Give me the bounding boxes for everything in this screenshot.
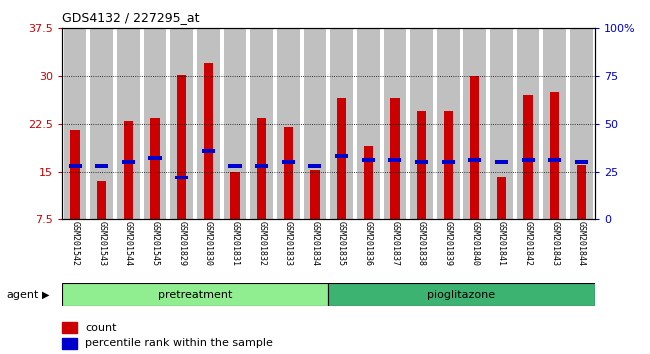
- Bar: [330, 28, 353, 219]
- Bar: [281, 160, 295, 164]
- Bar: [283, 127, 293, 219]
- Text: pretreatment: pretreatment: [158, 290, 232, 300]
- Text: GSM201832: GSM201832: [257, 221, 266, 266]
- Bar: [437, 28, 460, 219]
- Bar: [177, 75, 187, 219]
- Text: GSM201545: GSM201545: [151, 221, 159, 266]
- Bar: [203, 63, 213, 219]
- Bar: [417, 111, 426, 219]
- Bar: [122, 160, 135, 164]
- Bar: [304, 28, 326, 219]
- Bar: [357, 28, 380, 219]
- Bar: [117, 28, 140, 219]
- Bar: [337, 98, 346, 219]
- Bar: [328, 283, 595, 306]
- Bar: [144, 28, 166, 219]
- Bar: [310, 170, 320, 219]
- Text: count: count: [85, 322, 116, 332]
- Bar: [441, 160, 455, 164]
- Bar: [490, 28, 513, 219]
- Text: GSM201834: GSM201834: [311, 221, 319, 266]
- Bar: [468, 158, 482, 162]
- Bar: [228, 164, 242, 168]
- Bar: [575, 160, 588, 164]
- Text: pioglitazone: pioglitazone: [428, 290, 495, 300]
- Bar: [388, 158, 402, 162]
- Bar: [577, 165, 586, 219]
- Text: GSM201829: GSM201829: [177, 221, 186, 266]
- Bar: [70, 130, 80, 219]
- Text: GSM201839: GSM201839: [444, 221, 452, 266]
- Bar: [521, 158, 535, 162]
- Text: GSM201831: GSM201831: [231, 221, 239, 266]
- Text: GSM201544: GSM201544: [124, 221, 133, 266]
- Text: GSM201843: GSM201843: [551, 221, 559, 266]
- Bar: [523, 95, 533, 219]
- Text: GSM201841: GSM201841: [497, 221, 506, 266]
- Bar: [224, 28, 246, 219]
- Bar: [495, 160, 508, 164]
- Text: agent: agent: [6, 290, 39, 300]
- Bar: [230, 172, 240, 219]
- Bar: [62, 283, 328, 306]
- Bar: [517, 28, 540, 219]
- Bar: [257, 118, 266, 219]
- Bar: [470, 76, 480, 219]
- Text: GSM201844: GSM201844: [577, 221, 586, 266]
- Bar: [175, 176, 188, 179]
- Bar: [410, 28, 433, 219]
- Bar: [255, 164, 268, 168]
- Text: ▶: ▶: [42, 290, 50, 300]
- Bar: [64, 28, 86, 219]
- Text: GSM201830: GSM201830: [204, 221, 213, 266]
- Bar: [277, 28, 300, 219]
- Bar: [543, 28, 566, 219]
- Bar: [363, 146, 373, 219]
- Text: GSM201840: GSM201840: [471, 221, 479, 266]
- Bar: [384, 28, 406, 219]
- Bar: [415, 160, 428, 164]
- Bar: [95, 164, 109, 168]
- Bar: [90, 28, 113, 219]
- Bar: [150, 118, 160, 219]
- Bar: [335, 154, 348, 158]
- Text: GSM201842: GSM201842: [524, 221, 532, 266]
- Text: GSM201543: GSM201543: [98, 221, 106, 266]
- Bar: [62, 322, 77, 333]
- Bar: [170, 28, 193, 219]
- Bar: [124, 121, 133, 219]
- Bar: [68, 164, 82, 168]
- Bar: [463, 28, 486, 219]
- Text: GSM201542: GSM201542: [71, 221, 79, 266]
- Text: GSM201835: GSM201835: [337, 221, 346, 266]
- Bar: [497, 177, 506, 219]
- Bar: [62, 338, 77, 349]
- Bar: [202, 149, 215, 153]
- Text: GDS4132 / 227295_at: GDS4132 / 227295_at: [62, 11, 200, 24]
- Bar: [148, 156, 162, 160]
- Bar: [97, 181, 107, 219]
- Bar: [443, 111, 453, 219]
- Text: percentile rank within the sample: percentile rank within the sample: [85, 338, 273, 348]
- Bar: [361, 158, 375, 162]
- Text: GSM201836: GSM201836: [364, 221, 372, 266]
- Bar: [308, 164, 322, 168]
- Bar: [570, 28, 593, 219]
- Bar: [250, 28, 273, 219]
- Text: GSM201833: GSM201833: [284, 221, 292, 266]
- Bar: [548, 158, 562, 162]
- Bar: [197, 28, 220, 219]
- Text: GSM201837: GSM201837: [391, 221, 399, 266]
- Bar: [550, 92, 560, 219]
- Text: GSM201838: GSM201838: [417, 221, 426, 266]
- Bar: [390, 98, 400, 219]
